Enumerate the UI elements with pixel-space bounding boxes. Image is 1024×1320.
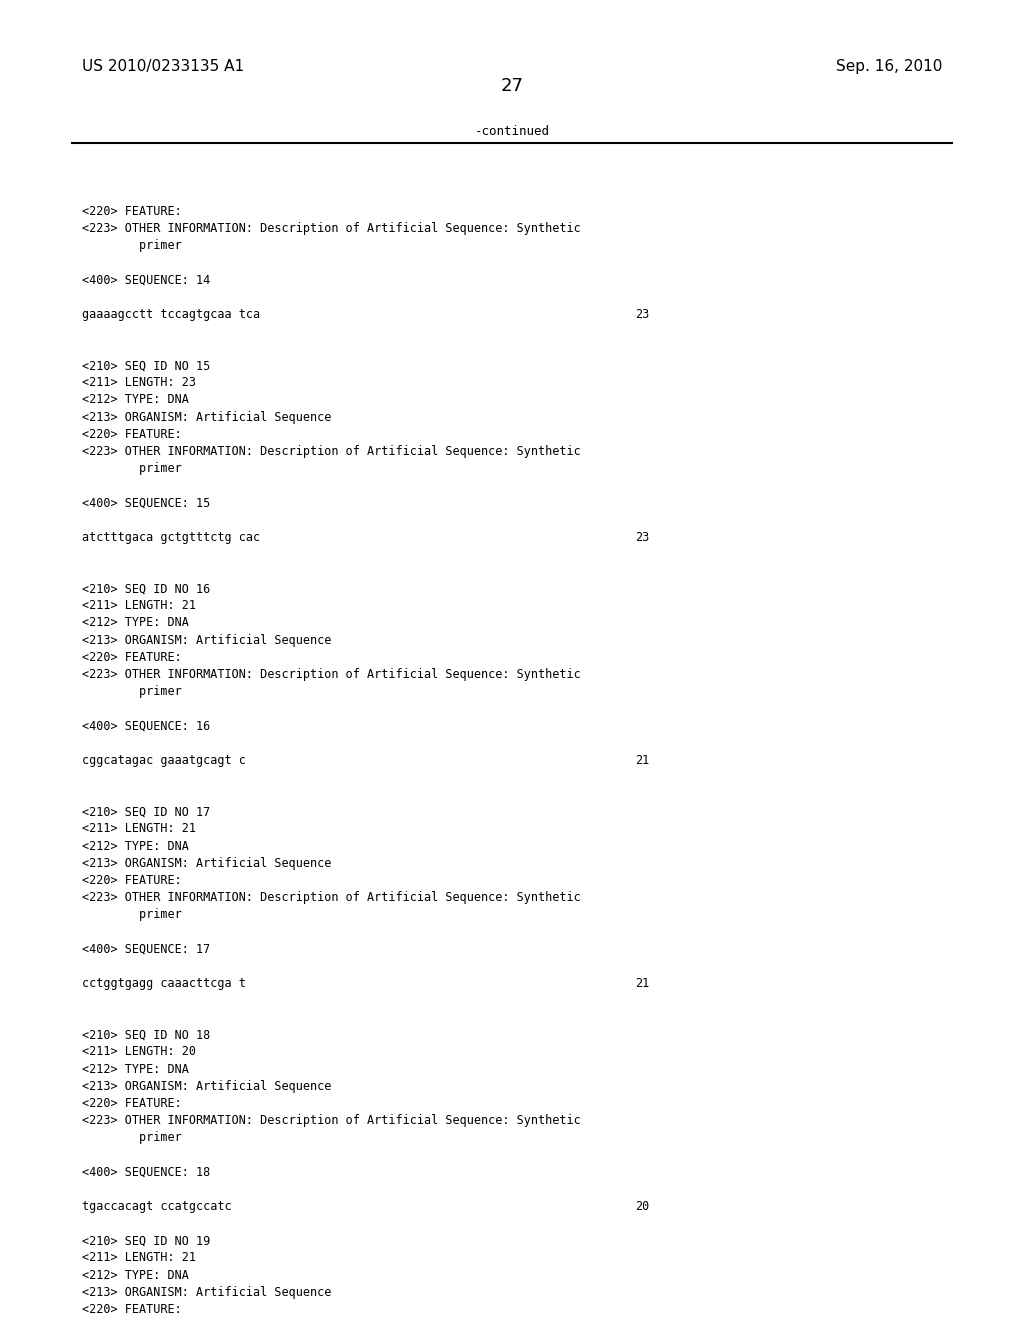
Text: <212> TYPE: DNA: <212> TYPE: DNA xyxy=(82,393,188,407)
Text: cctggtgagg caaacttcga t: cctggtgagg caaacttcga t xyxy=(82,977,246,990)
Text: <211> LENGTH: 20: <211> LENGTH: 20 xyxy=(82,1045,196,1059)
Text: <400> SEQUENCE: 18: <400> SEQUENCE: 18 xyxy=(82,1166,210,1179)
Text: 27: 27 xyxy=(501,77,523,95)
Text: <400> SEQUENCE: 17: <400> SEQUENCE: 17 xyxy=(82,942,210,956)
Text: <212> TYPE: DNA: <212> TYPE: DNA xyxy=(82,840,188,853)
Text: <211> LENGTH: 23: <211> LENGTH: 23 xyxy=(82,376,196,389)
Text: primer: primer xyxy=(82,1131,181,1144)
Text: <210> SEQ ID NO 17: <210> SEQ ID NO 17 xyxy=(82,805,210,818)
Text: <220> FEATURE:: <220> FEATURE: xyxy=(82,1303,181,1316)
Text: primer: primer xyxy=(82,239,181,252)
Text: <213> ORGANISM: Artificial Sequence: <213> ORGANISM: Artificial Sequence xyxy=(82,634,332,647)
Text: 20: 20 xyxy=(635,1200,649,1213)
Text: primer: primer xyxy=(82,462,181,475)
Text: <223> OTHER INFORMATION: Description of Artificial Sequence: Synthetic: <223> OTHER INFORMATION: Description of … xyxy=(82,445,581,458)
Text: <400> SEQUENCE: 15: <400> SEQUENCE: 15 xyxy=(82,496,210,510)
Text: -continued: -continued xyxy=(474,125,550,139)
Text: <220> FEATURE:: <220> FEATURE: xyxy=(82,205,181,218)
Text: <213> ORGANISM: Artificial Sequence: <213> ORGANISM: Artificial Sequence xyxy=(82,1286,332,1299)
Text: <211> LENGTH: 21: <211> LENGTH: 21 xyxy=(82,822,196,836)
Text: cggcatagac gaaatgcagt c: cggcatagac gaaatgcagt c xyxy=(82,754,246,767)
Text: 21: 21 xyxy=(635,977,649,990)
Text: atctttgaca gctgtttctg cac: atctttgaca gctgtttctg cac xyxy=(82,531,260,544)
Text: <211> LENGTH: 21: <211> LENGTH: 21 xyxy=(82,1251,196,1265)
Text: <220> FEATURE:: <220> FEATURE: xyxy=(82,428,181,441)
Text: <223> OTHER INFORMATION: Description of Artificial Sequence: Synthetic: <223> OTHER INFORMATION: Description of … xyxy=(82,222,581,235)
Text: <210> SEQ ID NO 16: <210> SEQ ID NO 16 xyxy=(82,582,210,595)
Text: gaaaagcctt tccagtgcaa tca: gaaaagcctt tccagtgcaa tca xyxy=(82,308,260,321)
Text: US 2010/0233135 A1: US 2010/0233135 A1 xyxy=(82,59,244,74)
Text: 23: 23 xyxy=(635,308,649,321)
Text: <211> LENGTH: 21: <211> LENGTH: 21 xyxy=(82,599,196,612)
Text: <210> SEQ ID NO 15: <210> SEQ ID NO 15 xyxy=(82,359,210,372)
Text: <223> OTHER INFORMATION: Description of Artificial Sequence: Synthetic: <223> OTHER INFORMATION: Description of … xyxy=(82,1114,581,1127)
Text: <212> TYPE: DNA: <212> TYPE: DNA xyxy=(82,616,188,630)
Text: <220> FEATURE:: <220> FEATURE: xyxy=(82,874,181,887)
Text: <213> ORGANISM: Artificial Sequence: <213> ORGANISM: Artificial Sequence xyxy=(82,411,332,424)
Text: <223> OTHER INFORMATION: Description of Artificial Sequence: Synthetic: <223> OTHER INFORMATION: Description of … xyxy=(82,891,581,904)
Text: <212> TYPE: DNA: <212> TYPE: DNA xyxy=(82,1269,188,1282)
Text: <400> SEQUENCE: 16: <400> SEQUENCE: 16 xyxy=(82,719,210,733)
Text: Sep. 16, 2010: Sep. 16, 2010 xyxy=(836,59,942,74)
Text: primer: primer xyxy=(82,685,181,698)
Text: <213> ORGANISM: Artificial Sequence: <213> ORGANISM: Artificial Sequence xyxy=(82,857,332,870)
Text: <220> FEATURE:: <220> FEATURE: xyxy=(82,1097,181,1110)
Text: <210> SEQ ID NO 19: <210> SEQ ID NO 19 xyxy=(82,1234,210,1247)
Text: tgaccacagt ccatgccatc: tgaccacagt ccatgccatc xyxy=(82,1200,231,1213)
Text: <212> TYPE: DNA: <212> TYPE: DNA xyxy=(82,1063,188,1076)
Text: <223> OTHER INFORMATION: Description of Artificial Sequence: Synthetic: <223> OTHER INFORMATION: Description of … xyxy=(82,668,581,681)
Text: <213> ORGANISM: Artificial Sequence: <213> ORGANISM: Artificial Sequence xyxy=(82,1080,332,1093)
Text: 21: 21 xyxy=(635,754,649,767)
Text: <210> SEQ ID NO 18: <210> SEQ ID NO 18 xyxy=(82,1028,210,1041)
Text: primer: primer xyxy=(82,908,181,921)
Text: 23: 23 xyxy=(635,531,649,544)
Text: <220> FEATURE:: <220> FEATURE: xyxy=(82,651,181,664)
Text: <400> SEQUENCE: 14: <400> SEQUENCE: 14 xyxy=(82,273,210,286)
